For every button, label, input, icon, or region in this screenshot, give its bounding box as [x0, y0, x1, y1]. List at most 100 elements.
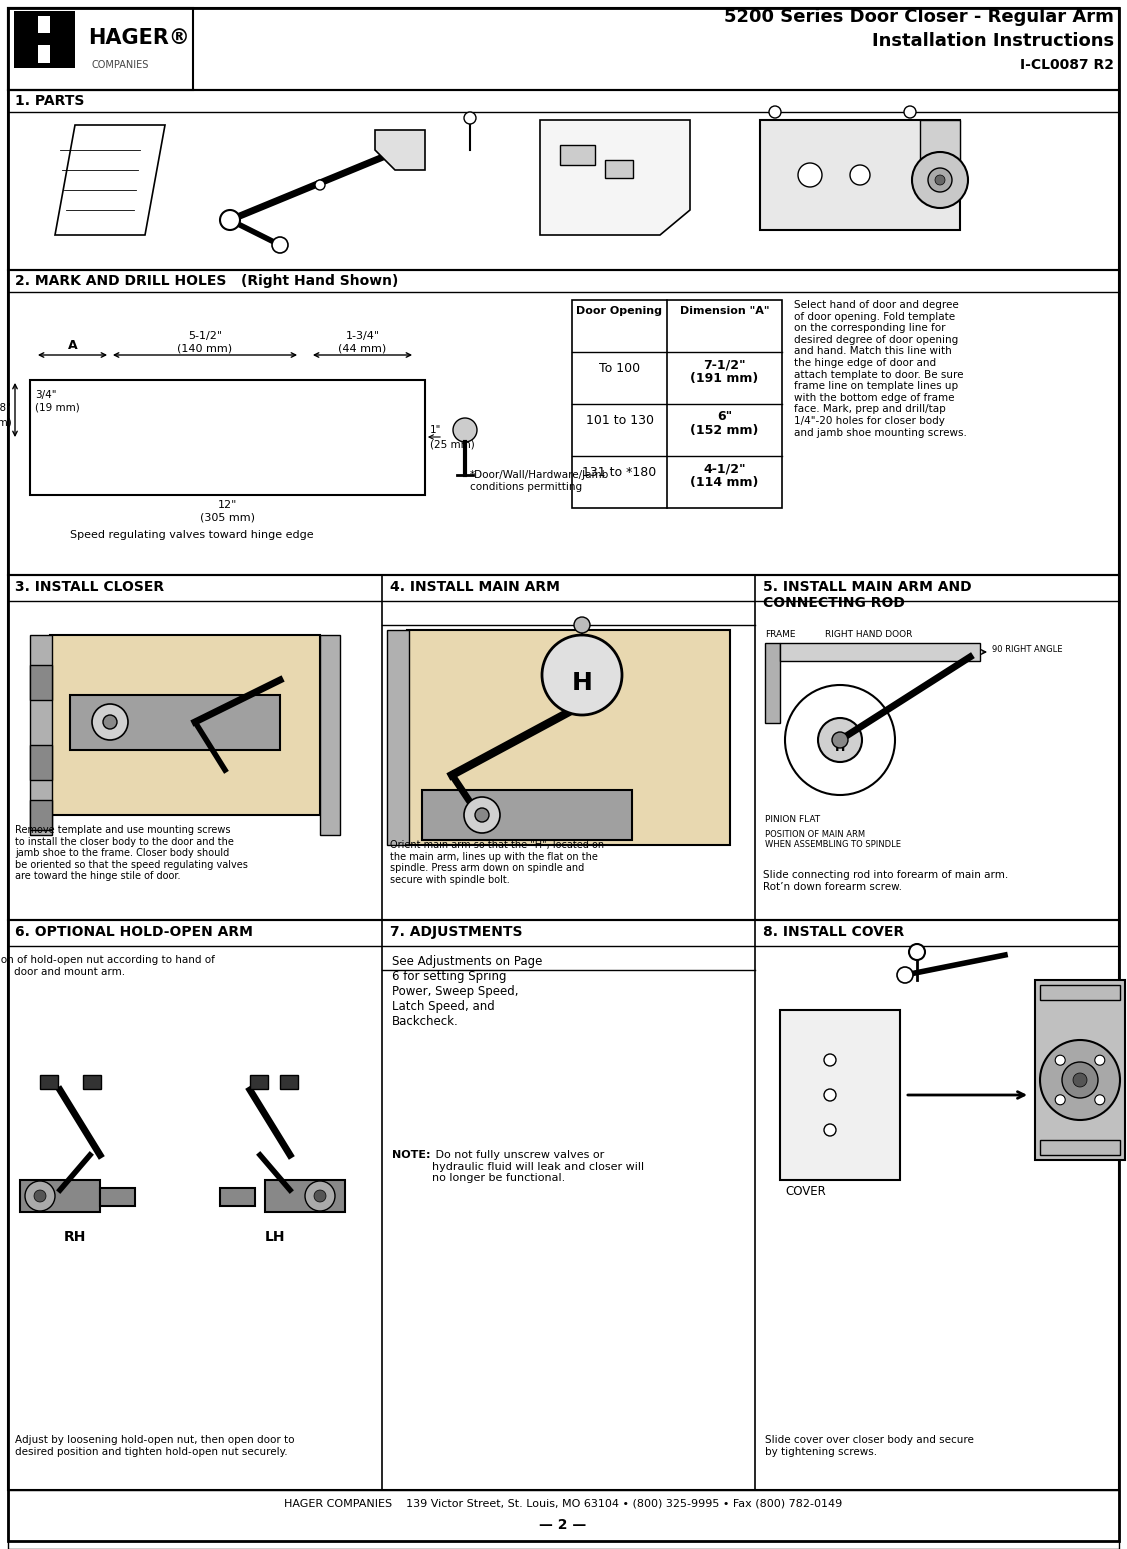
Text: Door Opening: Door Opening [577, 307, 663, 316]
Circle shape [25, 1180, 55, 1211]
Text: 2. MARK AND DRILL HOLES   (Right Hand Shown): 2. MARK AND DRILL HOLES (Right Hand Show… [15, 274, 398, 288]
Bar [18, 15, 38, 64]
Circle shape [1073, 1073, 1088, 1087]
Bar [30, 635, 52, 835]
Circle shape [850, 166, 870, 184]
Text: I-CL0087 R2: I-CL0087 R2 [1020, 57, 1113, 71]
Circle shape [897, 967, 913, 984]
Bar [100, 1188, 135, 1207]
Text: To 100: To 100 [598, 362, 640, 375]
Text: Speed regulating valves toward hinge edge: Speed regulating valves toward hinge edg… [70, 530, 313, 541]
Bar [30, 665, 52, 700]
Circle shape [769, 105, 781, 118]
Text: COVER: COVER [786, 1185, 826, 1197]
Bar [20, 1180, 100, 1211]
Bar [38, 33, 50, 45]
Circle shape [453, 418, 477, 441]
Bar [560, 146, 595, 166]
Text: Select hand of door and degree
of door opening. Fold template
on the correspondi: Select hand of door and degree of door o… [795, 301, 967, 438]
Text: See Adjustments on Page
6 for setting Spring
Power, Sweep Speed,
Latch Speed, an: See Adjustments on Page 6 for setting Sp… [392, 956, 542, 1029]
Polygon shape [55, 125, 165, 235]
Text: HAGER COMPANIES    139 Victor Street, St. Louis, MO 63104 • (800) 325-9995 • Fax: HAGER COMPANIES 139 Victor Street, St. L… [284, 1498, 842, 1509]
Bar [760, 119, 960, 229]
Circle shape [464, 798, 500, 833]
Circle shape [935, 175, 946, 184]
Text: 6": 6" [717, 410, 733, 423]
Polygon shape [407, 630, 730, 846]
Circle shape [34, 1190, 46, 1202]
Text: H: H [571, 671, 593, 696]
Circle shape [103, 716, 117, 730]
Bar [14, 64, 74, 68]
Text: RIGHT HAND DOOR: RIGHT HAND DOOR [825, 630, 913, 640]
Bar [220, 1188, 255, 1207]
Text: PINION FLAT: PINION FLAT [765, 815, 820, 824]
Text: Remove template and use mounting screws
to install the closer body to the door a: Remove template and use mounting screws … [15, 826, 248, 881]
Text: Slide connecting rod into forearm of main arm.
Rot’n down forearm screw.: Slide connecting rod into forearm of mai… [763, 871, 1009, 892]
Bar [8, 575, 1119, 920]
Bar [780, 1010, 900, 1180]
Text: 4-1/2": 4-1/2" [703, 462, 746, 476]
Circle shape [1062, 1063, 1098, 1098]
Circle shape [316, 180, 325, 191]
Text: 4. INSTALL MAIN ARM: 4. INSTALL MAIN ARM [390, 579, 560, 593]
Circle shape [824, 1125, 836, 1135]
Text: Adjust by loosening hold-open nut, then open door to
desired position and tighte: Adjust by loosening hold-open nut, then … [15, 1434, 294, 1456]
Bar [320, 635, 340, 835]
Circle shape [912, 152, 968, 208]
Text: (114 mm): (114 mm) [691, 476, 758, 489]
Bar [605, 160, 633, 178]
Bar [8, 90, 1119, 270]
Circle shape [474, 809, 489, 823]
Text: A: A [68, 339, 78, 352]
Text: 1-3/4": 1-3/4" [346, 331, 380, 341]
Polygon shape [50, 635, 320, 815]
Text: Dimension "A": Dimension "A" [680, 307, 770, 316]
Text: RH: RH [64, 1230, 86, 1244]
Bar [30, 799, 52, 830]
Circle shape [786, 685, 895, 795]
Bar [920, 119, 960, 180]
Bar [279, 1075, 298, 1089]
Bar [50, 15, 70, 64]
Bar [8, 920, 1119, 1490]
Text: 6. OPTIONAL HOLD-OPEN ARM: 6. OPTIONAL HOLD-OPEN ARM [15, 925, 252, 939]
Text: 3. INSTALL CLOSER: 3. INSTALL CLOSER [15, 579, 165, 593]
Text: (44 mm): (44 mm) [338, 342, 387, 353]
Bar [30, 380, 425, 496]
Circle shape [824, 1089, 836, 1101]
Bar [8, 270, 1119, 575]
Text: Do not fully unscrew valves or
hydraulic fluid will leak and closer will
no long: Do not fully unscrew valves or hydraulic… [432, 1149, 645, 1183]
Text: Orient main arm so that the "H", located on
the main arm, lines up with the flat: Orient main arm so that the "H", located… [390, 840, 604, 884]
Text: 5200 Series Door Closer - Regular Arm: 5200 Series Door Closer - Regular Arm [725, 8, 1113, 26]
Text: 7-1/2": 7-1/2" [703, 358, 746, 372]
Bar [573, 301, 782, 508]
Circle shape [92, 703, 128, 740]
Circle shape [272, 237, 289, 252]
Text: 5. INSTALL MAIN ARM AND
CONNECTING ROD: 5. INSTALL MAIN ARM AND CONNECTING ROD [763, 579, 971, 610]
Text: NOTE:: NOTE: [392, 1149, 431, 1160]
Circle shape [1040, 1039, 1120, 1120]
Bar [8, 8, 1119, 90]
Bar [8, 8, 193, 90]
Text: 1. PARTS: 1. PARTS [15, 94, 85, 108]
Text: — 2 —: — 2 — [540, 1518, 587, 1532]
Bar [1040, 1140, 1120, 1156]
Circle shape [909, 943, 925, 960]
Bar [250, 1075, 268, 1089]
Text: 90 RIGHT ANGLE: 90 RIGHT ANGLE [992, 644, 1063, 654]
Text: *Door/Wall/Hardware/Jamb
conditions permitting: *Door/Wall/Hardware/Jamb conditions perm… [470, 469, 610, 491]
Bar [39, 1075, 57, 1089]
Circle shape [464, 112, 476, 124]
Text: H: H [835, 740, 845, 753]
Bar [1035, 981, 1125, 1160]
Text: 7. ADJUSTMENTS: 7. ADJUSTMENTS [390, 925, 523, 939]
Text: POSITION OF MAIN ARM
WHEN ASSEMBLING TO SPINDLE: POSITION OF MAIN ARM WHEN ASSEMBLING TO … [765, 830, 900, 849]
Circle shape [220, 211, 240, 229]
Text: (19 mm): (19 mm) [35, 403, 80, 412]
Circle shape [1094, 1055, 1104, 1066]
Text: FRAME: FRAME [765, 630, 796, 640]
Text: LH: LH [265, 1230, 285, 1244]
Text: (140 mm): (140 mm) [177, 342, 232, 353]
Text: Slide cover over closer body and secure
by tightening screws.: Slide cover over closer body and secure … [765, 1434, 974, 1456]
